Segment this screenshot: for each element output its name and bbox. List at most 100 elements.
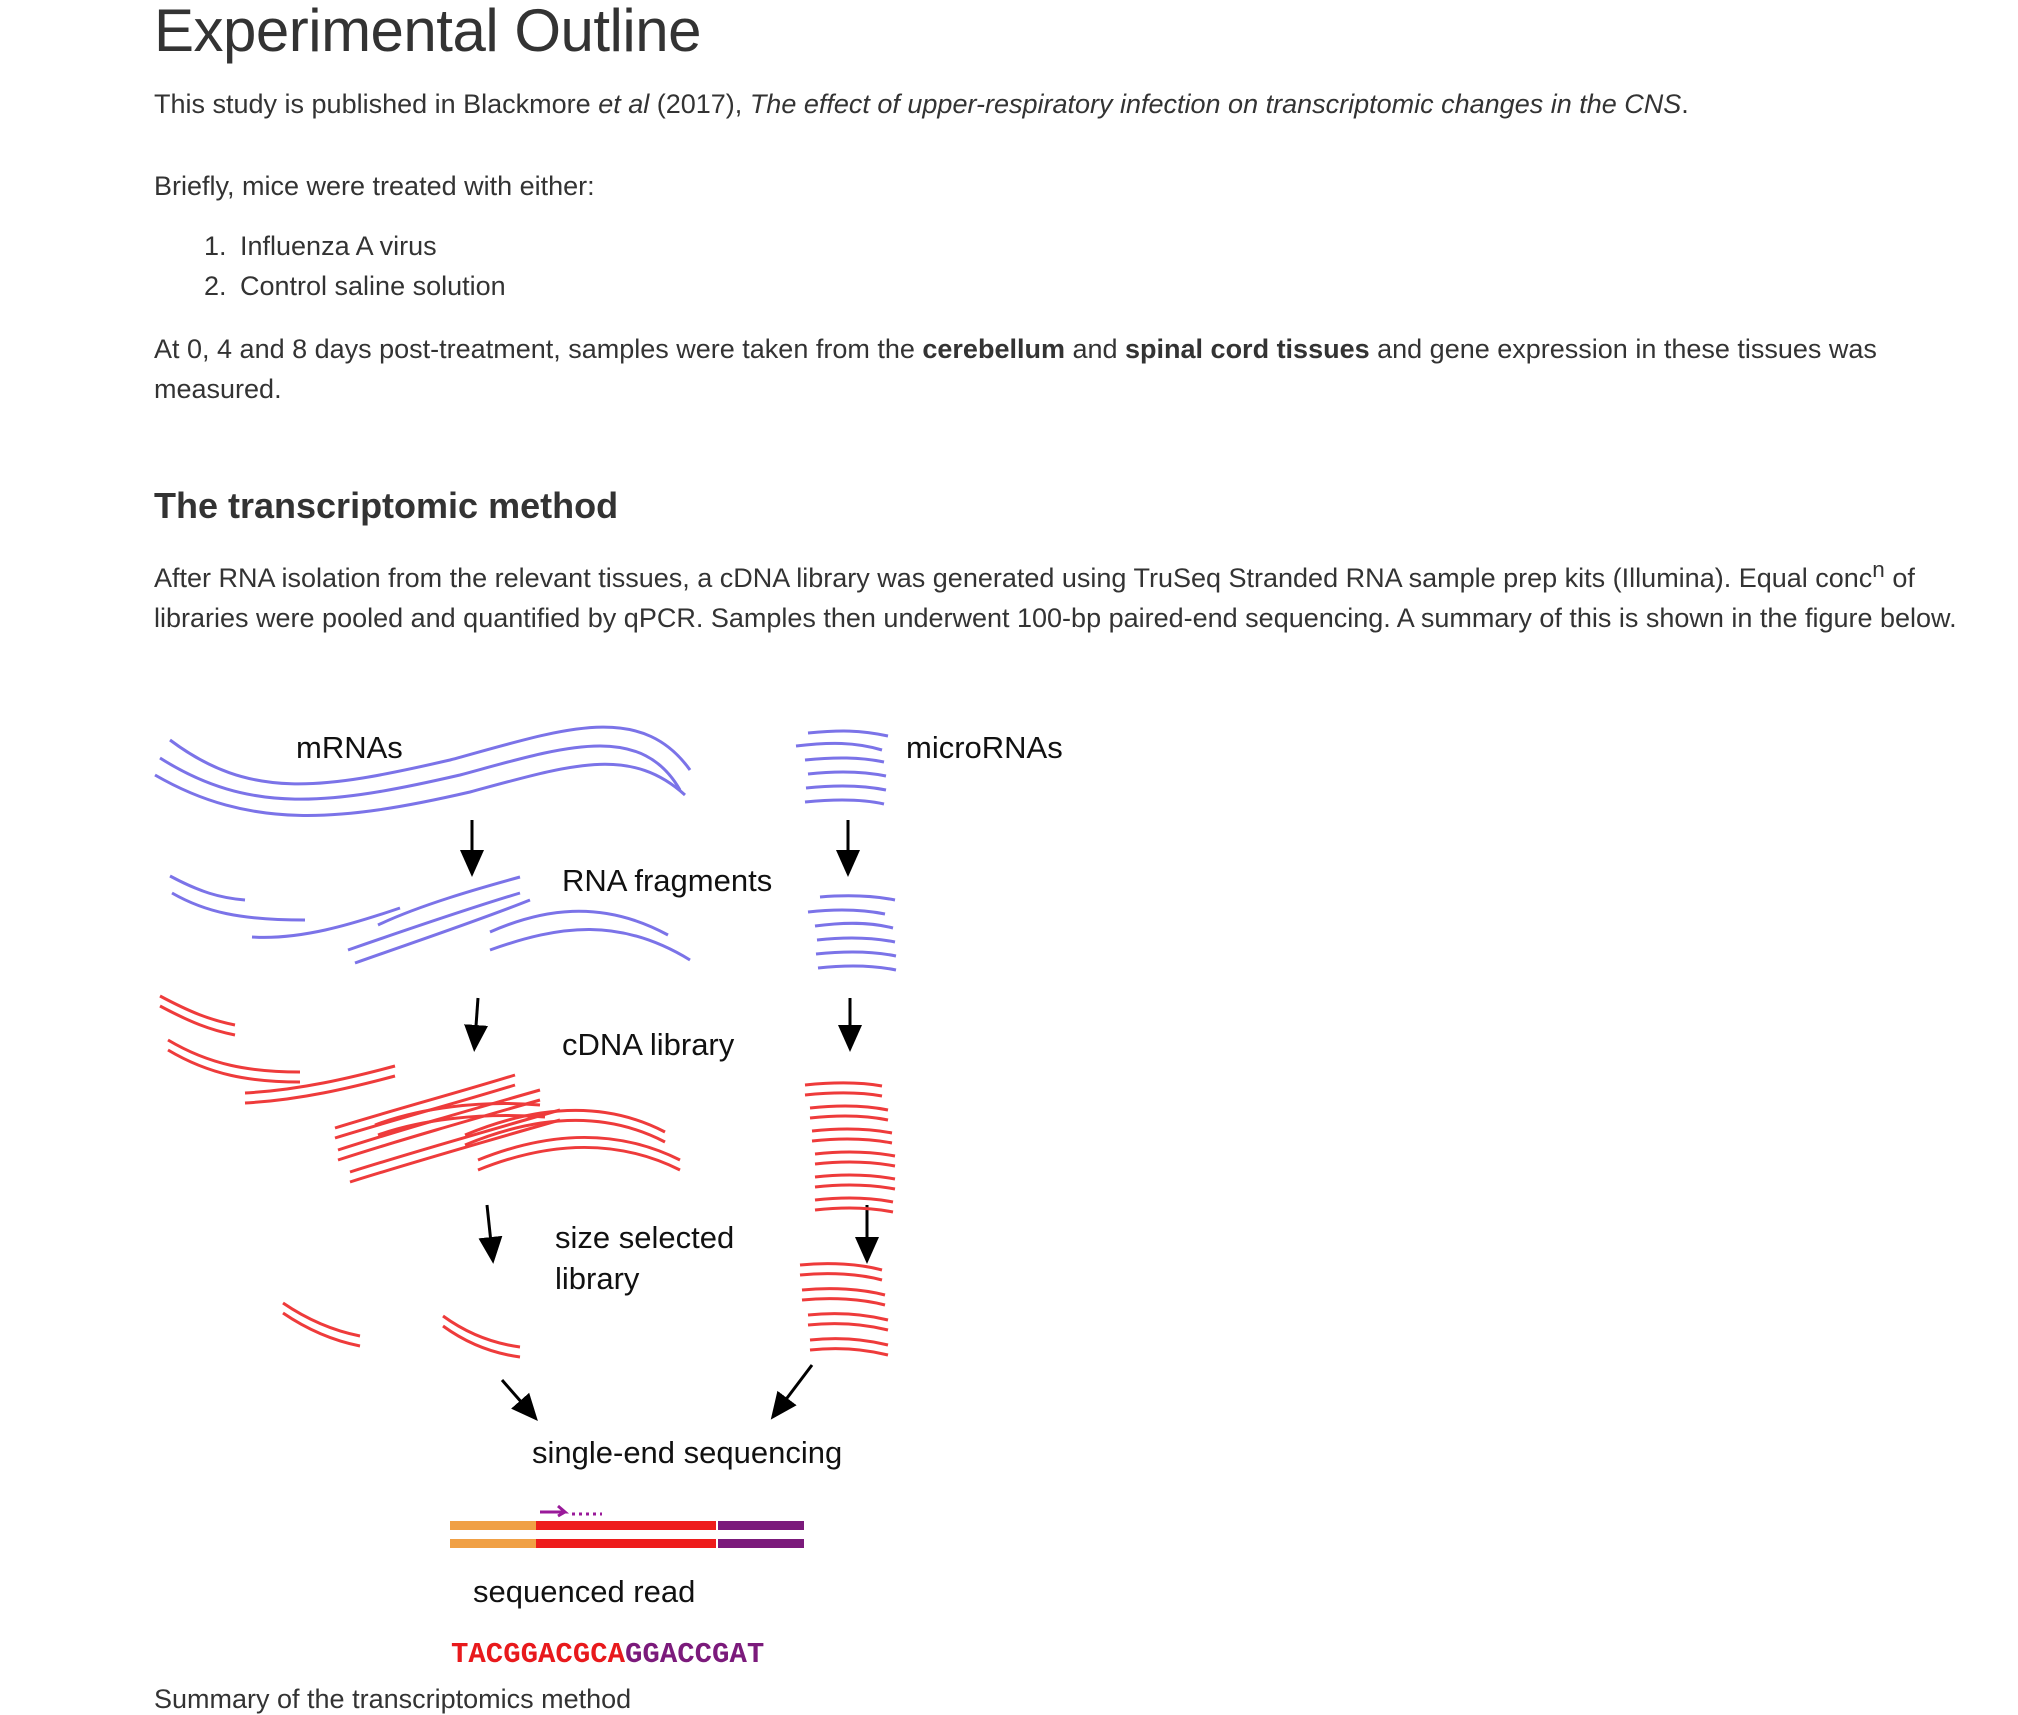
cdna-strand [814,1196,894,1204]
cdna-strand [809,1104,889,1112]
cdna-strand [282,1301,361,1338]
rna-fragment [347,891,521,952]
cdna-strand [159,994,236,1027]
label-mrnas: mRNAs [296,730,403,765]
cdna-strand [442,1324,521,1359]
cdna-strand [811,1137,893,1145]
arrow-icon [478,1204,503,1264]
rna-fragment [489,928,691,962]
cdna-strand [159,1004,236,1037]
label-size-selected: size selected [555,1220,734,1255]
list-item: Control saline solution [234,266,506,306]
cdna-strand [477,1135,681,1162]
cdna-strand [337,1088,541,1152]
figure-caption: Summary of the transcriptomics method [154,1684,632,1714]
cdna-strand [799,1262,883,1272]
cdna-strand [801,1297,886,1307]
list-item: Influenza A virus [234,226,506,266]
cdna-strand [809,1347,889,1357]
read-sequence-purple: GGACCGAT [625,1638,764,1671]
rna-fragment [489,909,669,937]
rna-fragment [354,898,531,965]
rna-strand [807,770,887,778]
rna-fragments [169,874,897,972]
rna-strand [805,784,887,792]
cdna-strand [374,1102,541,1127]
adapter-left [450,1539,536,1548]
page-title: Experimental Outline [154,0,701,64]
adapter-right [718,1539,804,1548]
cdna-strand [811,1127,893,1135]
rna-strand [807,729,889,738]
superscript: n [1872,557,1885,582]
sampling-text: and gene expression in these tissues was… [154,334,1877,404]
adapter-right [718,1521,804,1530]
label-sequenced-read: sequenced read [473,1574,695,1609]
cdna-strand [167,1038,301,1074]
size-selected-library [282,1262,889,1359]
read-sequence: TACGGACGCAGGACCGAT [451,1638,764,1671]
cdna-strand [814,1183,896,1191]
arrow-icon [770,1364,814,1420]
tissue-spinal-cord: spinal cord tissues [1125,334,1370,364]
cdna-strand [801,1287,886,1297]
rna-fragment [815,950,897,958]
rna-fragment [817,964,897,972]
paper-title: The effect of upper-respiratory infectio… [749,89,1682,119]
primer-arrow-icon [540,1504,570,1518]
cdna-strand [804,1091,883,1098]
intro-suffix: . [1681,89,1689,119]
method-paragraph: After RNA isolation from the relevant ti… [154,550,1984,638]
cdna-strand [814,1150,896,1158]
cdna-strand [807,1322,889,1332]
label-micrornas: microRNAs [906,730,1063,765]
rna-fragment [377,875,521,927]
adapter-left [450,1521,536,1530]
cdna-strand [334,1073,516,1130]
rna-fragment [819,894,896,902]
sampling-text: and [1064,334,1126,364]
treatment-intro: Briefly, mice were treated with either: [154,171,595,201]
cdna-strand [282,1311,361,1348]
rna-fragment [171,891,306,922]
cdna-strand [334,1083,516,1140]
rna-fragment [807,908,886,916]
sampling-paragraph: At 0, 4 and 8 days post-treatment, sampl… [154,329,1984,409]
cdna-strand [807,1312,889,1322]
cdna-strand [337,1098,541,1162]
arrows [460,820,879,1422]
rna-fragment [251,906,401,939]
cdna-library [159,994,681,1184]
intro-paragraph: This study is published in Blackmore et … [154,84,1689,124]
rna-strand [154,762,687,817]
cdna-strand [349,1108,561,1174]
mrna-strands [154,725,692,817]
label-rna-fragments: RNA fragments [562,863,772,898]
cdna-strand [349,1118,561,1184]
section-heading: The transcriptomic method [154,485,619,526]
sequenced-read-construct [450,1504,804,1548]
rna-strand [159,744,682,801]
cdna-strand [814,1160,896,1168]
cdna-strand [809,1114,889,1122]
cdna-strand [804,1081,883,1088]
cdna-strand [814,1206,894,1214]
arrow-icon [500,1379,538,1422]
label-single-end: single-end sequencing [532,1435,842,1470]
rna-strand [169,725,692,786]
cdna-strand [809,1337,889,1347]
sampling-text: At 0, 4 and 8 days post-treatment, sampl… [154,334,923,364]
microrna-strands [795,729,889,806]
cdna-strand [167,1048,301,1084]
cdna-strand [244,1064,396,1095]
cdna-strand [377,1114,546,1137]
microrna-cdna [804,1081,896,1214]
intro-text: This study is published in Blackmore [154,89,599,119]
year-text: (2017), [649,89,750,119]
label-cdna-library: cDNA library [562,1027,735,1062]
treatment-list: Influenza A virus Control saline solutio… [154,226,506,306]
rna-fragment [816,936,896,944]
cdna-strand [244,1074,396,1105]
read-sequence-red: TACGGACGCA [451,1638,626,1671]
et-al-text: et al [598,89,650,119]
